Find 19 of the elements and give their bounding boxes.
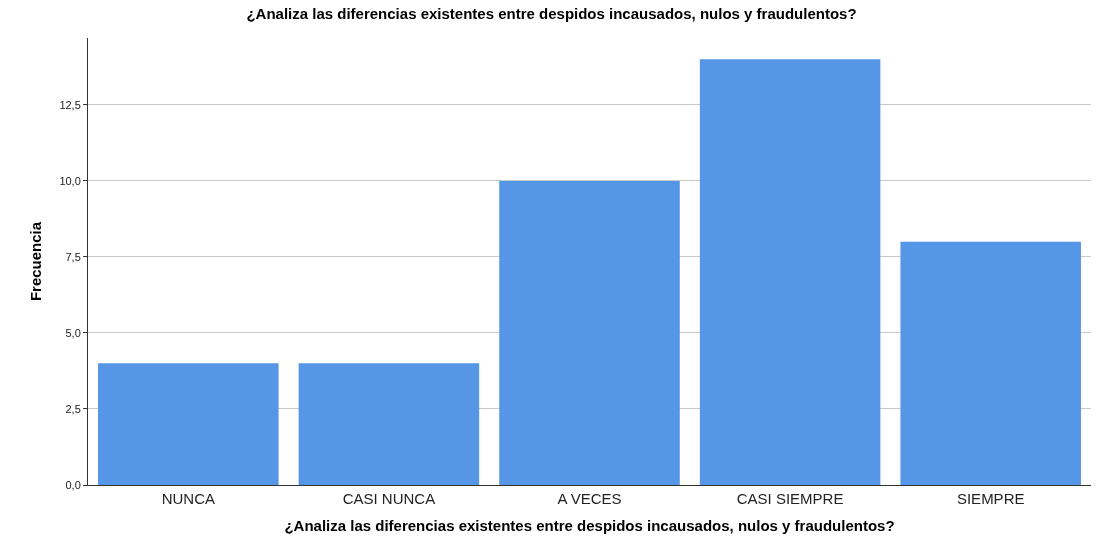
y-tick-label: 5,0 <box>65 326 81 339</box>
x-tick-label: A VECES <box>557 490 622 507</box>
y-tick-label: 12,5 <box>59 98 81 111</box>
y-tick-label: 0,0 <box>65 478 81 491</box>
bar <box>98 363 279 485</box>
chart-title: ¿Analiza las diferencias existentes entre despidos incausados, nulos y fraudulentos? <box>246 4 857 22</box>
bar <box>900 241 1081 485</box>
x-tick-label: CASI SIEMPRE <box>736 490 844 507</box>
bar <box>298 363 480 485</box>
y-tick-label: 2,5 <box>65 402 81 415</box>
x-tick-label: NUNCA <box>161 490 215 507</box>
y-tick-label: 10,0 <box>59 174 81 187</box>
y-axis-title: Frecuencia <box>26 221 44 302</box>
x-tick-label: CASI NUNCA <box>342 490 436 507</box>
y-tick-label: 7,5 <box>65 250 81 263</box>
x-axis-title: ¿Analiza las diferencias existentes entre despidos incausados, nulos y fraudulentos? <box>284 517 895 534</box>
bar <box>699 59 881 485</box>
x-tick-label: SIEMPRE <box>956 490 1025 507</box>
bar <box>499 180 680 485</box>
